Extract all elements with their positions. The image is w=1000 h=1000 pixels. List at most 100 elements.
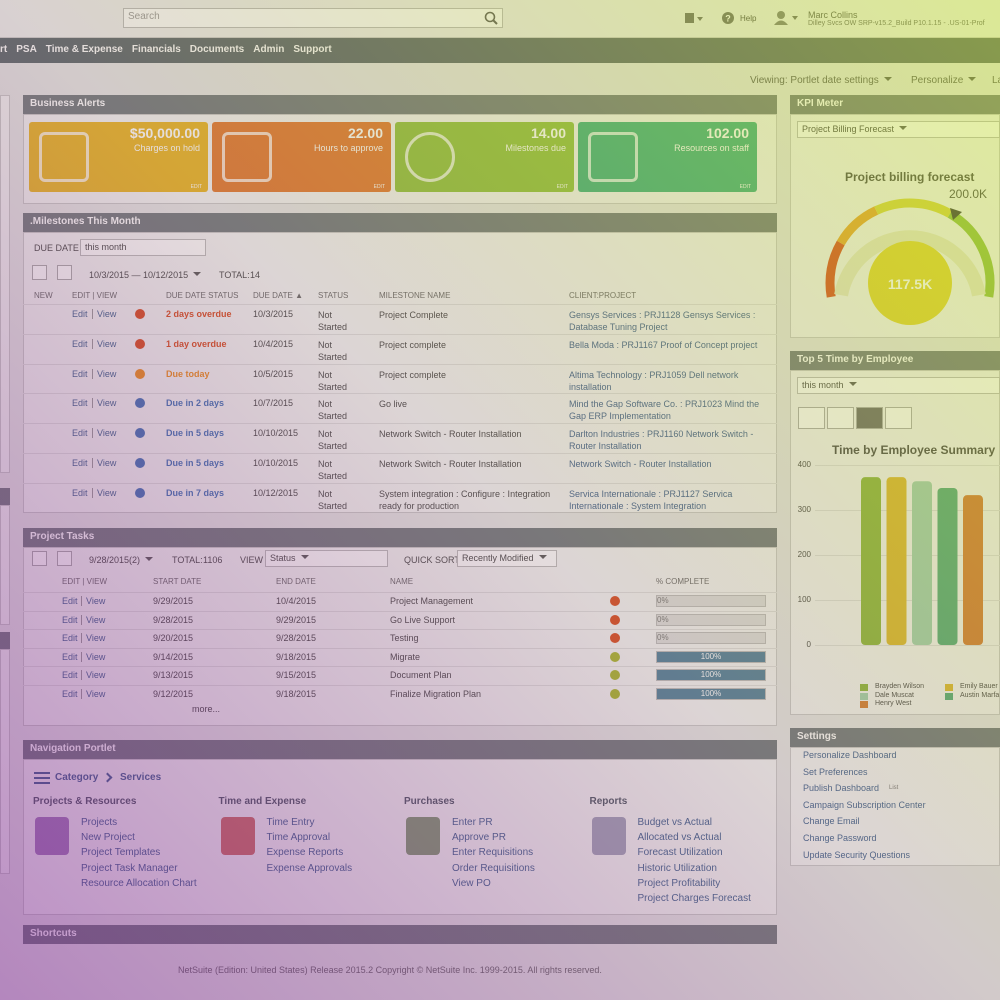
menu-item[interactable]: Support bbox=[293, 44, 332, 55]
nav-link[interactable]: Enter PR bbox=[452, 817, 493, 828]
view-link[interactable]: View bbox=[81, 596, 105, 606]
nav-link[interactable]: Historic Utilization bbox=[637, 862, 717, 874]
client-project[interactable]: Servica Internationale : PRJ1127 Servica… bbox=[569, 488, 733, 511]
nav-link[interactable]: Approve PR bbox=[452, 832, 506, 844]
settings-link[interactable]: Change Password bbox=[803, 833, 877, 843]
search-icon[interactable] bbox=[484, 11, 498, 25]
edit-link[interactable]: Edit bbox=[72, 368, 88, 379]
menu-item[interactable]: Financials bbox=[131, 44, 181, 55]
nav-link[interactable]: Projects bbox=[81, 817, 118, 828]
nav-link[interactable]: Project Profitability bbox=[637, 877, 721, 889]
row-divider bbox=[23, 647, 777, 649]
view-link[interactable]: View bbox=[81, 633, 105, 644]
nav-link[interactable]: Budget vs Actual bbox=[637, 817, 713, 828]
edit-link[interactable]: Edit bbox=[72, 458, 88, 468]
settings-link[interactable]: Personalize Dashboard bbox=[803, 750, 897, 760]
nav-link[interactable]: Order Requisitions bbox=[452, 862, 535, 874]
pager-button[interactable] bbox=[57, 551, 72, 566]
nav-link[interactable]: New Project bbox=[81, 832, 135, 844]
edit-link[interactable]: Edit bbox=[72, 398, 88, 409]
edit-link[interactable]: Edit bbox=[62, 689, 78, 699]
view-link[interactable]: View bbox=[81, 651, 105, 662]
nav-link[interactable]: Expense Approvals bbox=[266, 862, 353, 874]
nav-link[interactable]: View PO bbox=[452, 877, 491, 889]
task-date[interactable]: 9/28/2015(2) bbox=[89, 555, 153, 565]
view-link[interactable]: View bbox=[81, 670, 105, 681]
edit-link[interactable]: Edit bbox=[72, 309, 88, 319]
edit-link[interactable]: Edit bbox=[62, 670, 78, 681]
view-link[interactable]: View bbox=[92, 338, 116, 349]
view-link[interactable]: View bbox=[92, 458, 116, 468]
settings-link[interactable]: Campaign Subscription Center bbox=[803, 799, 926, 810]
menu-item[interactable]: rt bbox=[0, 44, 8, 55]
menu-item[interactable]: PSA bbox=[16, 44, 37, 55]
menu-item[interactable]: Documents bbox=[189, 44, 245, 55]
client-project[interactable]: Altima Technology : PRJ1059 Dell network… bbox=[569, 369, 739, 392]
menu: rt PSA Time & Expense Financials Documents Ad… bbox=[0, 44, 332, 55]
nav-link[interactable]: Time Approval bbox=[266, 832, 331, 844]
alert-tile[interactable]: $50,000.00 Charges on hold EDIT bbox=[29, 122, 208, 192]
alert-tile[interactable]: 22.00 Hours to approve EDIT bbox=[212, 122, 391, 192]
pager-button[interactable] bbox=[32, 265, 47, 280]
breadcrumb[interactable]: Services bbox=[120, 772, 162, 783]
sort-select[interactable]: Recently Modified bbox=[457, 550, 557, 567]
client-project[interactable]: Mind the Gap Software Co. : PRJ1023 Mind… bbox=[569, 399, 760, 422]
nav-link[interactable]: Enter Requisitions bbox=[452, 847, 534, 859]
view-select[interactable]: Status bbox=[265, 550, 388, 567]
user-icon[interactable] bbox=[773, 10, 799, 26]
filter-input[interactable]: this month bbox=[80, 239, 206, 256]
edit-link[interactable]: Edit bbox=[62, 614, 78, 625]
alert-edit[interactable]: EDIT bbox=[373, 184, 385, 190]
date-range[interactable]: 10/3/2015 — 10/12/2015 bbox=[89, 270, 201, 280]
end-date: 10/4/2015 bbox=[276, 596, 317, 606]
alert-value: 22.00 bbox=[347, 125, 383, 141]
start-date: 9/28/2015 bbox=[153, 614, 194, 625]
breadcrumb[interactable]: Category bbox=[55, 772, 99, 783]
alert-edit[interactable]: EDIT bbox=[556, 184, 568, 190]
nav-link[interactable]: Project Task Manager bbox=[81, 862, 178, 874]
edit-link[interactable]: Edit bbox=[62, 651, 78, 662]
menu-icon[interactable] bbox=[34, 772, 50, 774]
edit-link[interactable]: Edit bbox=[62, 633, 78, 644]
settings-link[interactable]: Change Email bbox=[803, 816, 860, 827]
nav-link[interactable]: Expense Reports bbox=[266, 847, 344, 859]
actions-icon[interactable] bbox=[684, 11, 704, 25]
nav-link[interactable]: Time Entry bbox=[266, 817, 315, 828]
settings-link[interactable]: Publish Dashboard bbox=[803, 783, 880, 794]
nav-link[interactable]: Forecast Utilization bbox=[637, 847, 723, 859]
search-box[interactable]: Search bbox=[123, 8, 503, 28]
more-link[interactable]: more... bbox=[192, 704, 221, 714]
view-link[interactable]: View bbox=[81, 614, 105, 625]
view-link[interactable]: View bbox=[92, 487, 116, 498]
edit-link[interactable]: Edit bbox=[72, 428, 88, 439]
menu-item[interactable]: Admin bbox=[253, 44, 285, 55]
edit-link[interactable]: Edit bbox=[72, 487, 88, 498]
help-link[interactable]: Help bbox=[740, 14, 757, 23]
pager-button[interactable] bbox=[57, 265, 72, 280]
alert-edit[interactable]: EDIT bbox=[739, 184, 751, 190]
view-link[interactable]: View bbox=[92, 368, 116, 379]
client-project[interactable]: Bella Moda : PRJ1167 Proof of Concept pr… bbox=[569, 339, 758, 350]
nav-link[interactable]: Resource Allocation Chart bbox=[81, 877, 197, 889]
view-link[interactable]: View bbox=[92, 428, 116, 439]
client-project[interactable]: Darlton Industries : PRJ1160 Network Swi… bbox=[569, 429, 754, 452]
view-link[interactable]: View bbox=[92, 309, 116, 319]
nav-link[interactable]: Project Templates bbox=[81, 847, 161, 859]
client-project[interactable]: Gensys Services : PRJ1128 Gensys Service… bbox=[569, 310, 756, 332]
view-link[interactable]: View bbox=[81, 689, 105, 699]
menu-item[interactable]: Time & Expense bbox=[45, 44, 123, 55]
client-project[interactable]: Network Switch - Router Installation bbox=[569, 459, 712, 469]
status: Not Started bbox=[318, 399, 348, 422]
edit-link[interactable]: Edit bbox=[72, 338, 88, 349]
alert-edit[interactable]: EDIT bbox=[190, 184, 202, 190]
view-link[interactable]: View bbox=[92, 398, 116, 409]
settings-link[interactable]: Set Preferences bbox=[803, 766, 868, 777]
edit-link[interactable]: Edit bbox=[62, 596, 78, 606]
pager-button[interactable] bbox=[32, 551, 47, 566]
help-icon[interactable]: ? bbox=[721, 11, 735, 25]
settings-link[interactable]: Update Security Questions bbox=[803, 849, 911, 860]
nav-link[interactable]: Project Charges Forecast bbox=[637, 893, 751, 904]
nav-link[interactable]: Allocated vs Actual bbox=[637, 832, 722, 844]
alert-tile[interactable]: 14.00 Milestones due EDIT bbox=[395, 122, 574, 192]
alert-tile[interactable]: 102.00 Resources on staff EDIT bbox=[578, 122, 757, 192]
